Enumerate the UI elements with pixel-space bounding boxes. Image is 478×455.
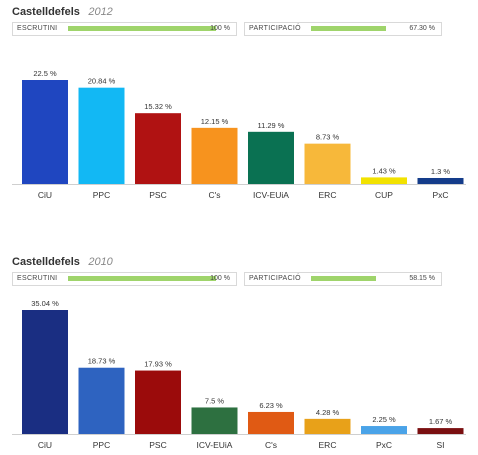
participacio-progress-bar	[311, 276, 377, 281]
bar-value-label: 35.04 %	[31, 299, 59, 308]
category-label: PxC	[376, 440, 392, 450]
participacio-label: PARTICIPACIÓ	[249, 25, 301, 32]
bar-si	[417, 428, 464, 434]
category-label: PSC	[149, 190, 166, 200]
participacio-value: 67.30 %	[409, 25, 435, 32]
bar-value-label: 12.15 %	[201, 117, 229, 126]
municipality-name: Castelldefels	[12, 6, 80, 18]
escrutini-value: 100 %	[210, 25, 230, 32]
election-year: 2010	[88, 256, 113, 268]
bar-value-label: 6.23 %	[259, 401, 283, 410]
escrutini-label: ESCRUTINI	[17, 275, 58, 282]
bar-value-label: 1.3 %	[431, 167, 451, 176]
category-label: PSC	[149, 440, 166, 450]
bar-erc	[304, 418, 351, 434]
bar-icv-euia	[191, 407, 238, 434]
bar-pxc	[417, 177, 464, 184]
bar-value-label: 2.25 %	[372, 415, 396, 424]
bar-value-label: 1.67 %	[429, 417, 453, 426]
panel-title: Castelldefels 2012	[12, 2, 113, 18]
category-label: C's	[265, 440, 277, 450]
bar-c-s	[191, 127, 238, 184]
bar-value-label: 17.93 %	[144, 360, 172, 369]
category-label: ICV-EUiA	[253, 190, 289, 200]
bar-chart-2010: 35.04 % CiU 18.73 % PPC 17.93 % PSC 7.5 % ICV-E…	[12, 299, 466, 450]
bar-value-label: 22.5 %	[33, 69, 57, 78]
panel-title: Castelldefels 2010	[12, 252, 113, 268]
bar-c-s	[248, 411, 294, 434]
bar-value-label: 7.5 %	[205, 396, 225, 405]
bar-ciu	[22, 80, 68, 184]
bar-value-label: 15.32 %	[144, 102, 172, 111]
category-label: SI	[436, 440, 444, 450]
category-label: CUP	[375, 190, 393, 200]
bar-value-label: 8.73 %	[316, 133, 340, 142]
escrutini-box: ESCRUTINI 100 %	[12, 272, 237, 286]
category-label: PPC	[93, 440, 110, 450]
bar-psc	[135, 113, 181, 184]
category-label: PPC	[93, 190, 110, 200]
participacio-progress-bar	[311, 26, 387, 31]
category-label: ERC	[319, 440, 337, 450]
escrutini-box: ESCRUTINI 100 %	[12, 22, 237, 36]
bar-erc	[304, 143, 351, 184]
municipality-name: Castelldefels	[12, 256, 80, 268]
bar-chart-2012: 22.5 % CiU 20.84 % PPC 15.32 % PSC 12.15 % C's 1…	[12, 69, 466, 200]
category-label: ERC	[319, 190, 337, 200]
bar-value-label: 20.84 %	[88, 77, 116, 86]
bar-icv-euia	[248, 131, 294, 184]
participacio-value: 58.15 %	[409, 275, 435, 282]
escrutini-progress-bar	[68, 26, 216, 31]
participacio-label: PARTICIPACIÓ	[249, 275, 301, 282]
bar-value-label: 11.29 %	[258, 121, 285, 130]
bar-psc	[135, 370, 181, 434]
bar-cup	[361, 177, 407, 184]
bar-value-label: 1.43 %	[372, 166, 396, 175]
category-label: PxC	[432, 190, 448, 200]
bar-ppc	[78, 367, 125, 434]
participacio-box: PARTICIPACIÓ 67.30 %	[244, 22, 442, 36]
participacio-box: PARTICIPACIÓ 58.15 %	[244, 272, 442, 286]
bar-value-label: 4.28 %	[316, 408, 340, 417]
escrutini-label: ESCRUTINI	[17, 25, 58, 32]
election-year: 2012	[88, 6, 113, 18]
category-label: ICV-EUiA	[197, 440, 233, 450]
results-panel-2010: Castelldefels 2010 ESCRUTINI 100 % PARTI…	[0, 250, 478, 455]
escrutini-progress-bar	[68, 276, 216, 281]
bar-ciu	[22, 310, 68, 434]
category-label: CiU	[38, 440, 52, 450]
bar-pxc	[361, 426, 407, 434]
category-label: CiU	[38, 190, 52, 200]
bar-value-label: 18.73 %	[88, 357, 116, 366]
escrutini-value: 100 %	[210, 275, 230, 282]
bar-ppc	[78, 87, 125, 184]
category-label: C's	[208, 190, 220, 200]
results-panel-2012: Castelldefels 2012 ESCRUTINI 100 % PARTI…	[12, 2, 466, 200]
